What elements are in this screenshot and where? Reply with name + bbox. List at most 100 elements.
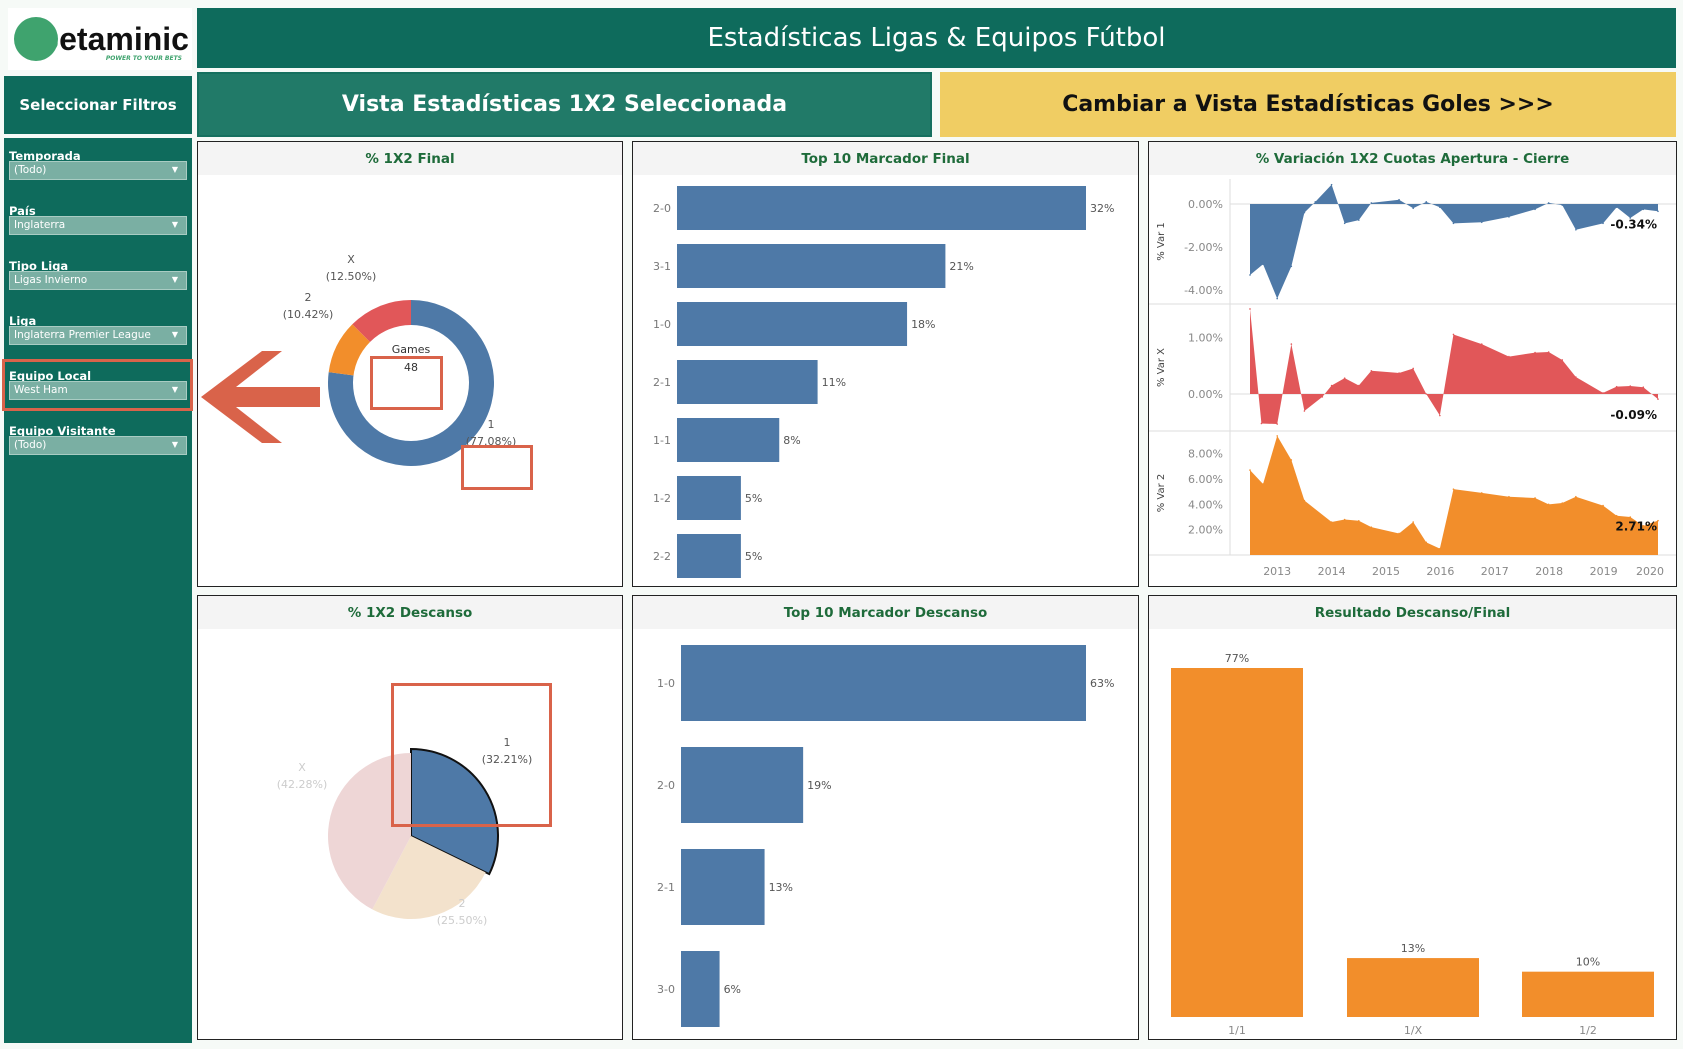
filter-dropdown[interactable]: Inglaterra ▼ [9,216,187,235]
chevron-down-icon: ▼ [171,275,178,284]
y-tick-label: 0.00% [1188,388,1223,401]
bar-value-label: 6% [724,983,741,996]
slice-value: (12.50%) [326,270,377,283]
bar [1347,958,1479,1017]
center-label: Games [392,343,431,356]
data-point [1439,206,1441,209]
y-tick-label: 2.00% [1188,524,1223,537]
arrow-left-icon [201,351,320,443]
filter-dropdown[interactable]: (Todo) ▼ [9,161,187,180]
x-tick-label: 2013 [1263,565,1291,578]
filter-dropdown[interactable]: Ligas Invierno ▼ [9,271,187,290]
bar-value-label: 8% [783,434,800,447]
logo-text-rest: etaminic [59,20,189,57]
bar-value-label: 13% [769,881,793,894]
filters-sidebar: Temporada (Todo) ▼ País Inglaterra ▼ Tipo Liga… [4,138,192,1043]
bar-category: 3-0 [657,983,675,996]
data-point [1343,377,1346,379]
data-point [1642,386,1645,388]
slice-value: (10.42%) [283,308,334,321]
area-series [1250,435,1658,555]
bar-category: 2-0 [657,779,675,792]
filter-value: Inglaterra [14,219,66,231]
filter-value: (Todo) [14,439,47,451]
logo: Betaminic POWER TO YOUR BETS [8,8,192,70]
y-tick-label: -4.00% [1184,284,1223,297]
data-point [1425,393,1428,395]
panel-variacion-cuotas: % Variación 1X2 Cuotas Apertura - Cierre… [1148,141,1677,587]
filter-label: Liga [9,314,37,328]
bar-category: 2-0 [653,202,671,215]
data-point [1547,503,1550,506]
data-point [1439,547,1441,550]
bar-category: 1-0 [657,677,675,690]
data-point [1412,367,1414,370]
bar-value-label: 63% [1090,677,1114,690]
data-point [1425,201,1428,203]
data-point [1575,495,1577,498]
bar-value-label: 19% [807,779,831,792]
data-point [1249,469,1251,471]
highlight-box-equipo-local [2,359,193,411]
data-point [1575,376,1577,378]
bar-value-label: 13% [1401,942,1425,955]
data-point [1615,206,1618,209]
data-point [1276,423,1278,425]
data-point [1642,525,1645,527]
tab-switch-goles[interactable]: Cambiar a Vista Estadísticas Goles >>> [940,72,1676,137]
data-point [1602,392,1604,394]
data-point [1314,201,1317,203]
logo-tagline: POWER TO YOUR BETS [105,55,182,62]
y-tick-label: 0.00% [1188,198,1223,211]
data-point [1480,221,1483,224]
data-point [1290,343,1293,345]
data-point [1262,483,1264,485]
filter-dropdown[interactable]: (Todo) ▼ [9,436,187,455]
bar [1522,971,1654,1017]
filter-dropdown[interactable]: Inglaterra Premier League ▼ [9,326,187,345]
slice-value: (25.50%) [437,914,488,927]
data-point [1262,263,1264,265]
data-point [1615,514,1618,517]
data-point [1629,217,1632,219]
bar [1171,668,1303,1017]
data-point [1343,222,1346,225]
y-axis-title: % Var 1 [1156,222,1167,261]
bar-category: 3-1 [653,260,671,273]
data-point [1398,198,1400,201]
chevron-down-icon: ▼ [171,440,178,449]
data-point [1260,422,1263,425]
page-title: Estadísticas Ligas & Equipos Fútbol [197,8,1676,68]
tab-1x2-selected[interactable]: Vista Estadísticas 1X2 Seleccionada [197,72,932,137]
filter-label: País [9,204,36,218]
data-point [1276,435,1278,437]
bar-category: 1-2 [653,492,671,505]
donut-hole [353,325,469,441]
data-point [1508,495,1510,498]
x-tick-label: 2016 [1426,565,1454,578]
data-point [1358,219,1360,221]
data-point [1629,385,1632,387]
bar-category: 2-1 [657,881,675,894]
slice-value: (77.08%) [466,435,517,448]
data-point [1452,222,1455,225]
panel-resultado-descanso-final: Resultado Descanso/Final 77% 1/1 13% 1/X 10% 1… [1148,595,1677,1040]
y-tick-label: 8.00% [1188,448,1223,461]
panel-title: % 1X2 Descanso [198,596,622,629]
data-point [1249,274,1251,276]
bar [677,360,818,404]
filter-label: Tipo Liga [9,259,69,273]
filter-dropdown[interactable]: West Ham ▼ [9,381,187,400]
bar-value-label: 11% [822,376,846,389]
x-tick-label: 2014 [1318,565,1346,578]
bar-category: 2-1 [653,376,671,389]
area-series [1250,308,1658,425]
data-point [1290,265,1293,268]
y-tick-label: 4.00% [1188,498,1223,511]
y-tick-label: 1.00% [1188,331,1223,344]
data-point [1303,410,1306,412]
chevron-down-icon: ▼ [171,165,178,174]
data-point [1412,207,1414,210]
highlight-box-descanso-1 [391,683,552,827]
slice-label: 2 [459,897,466,910]
